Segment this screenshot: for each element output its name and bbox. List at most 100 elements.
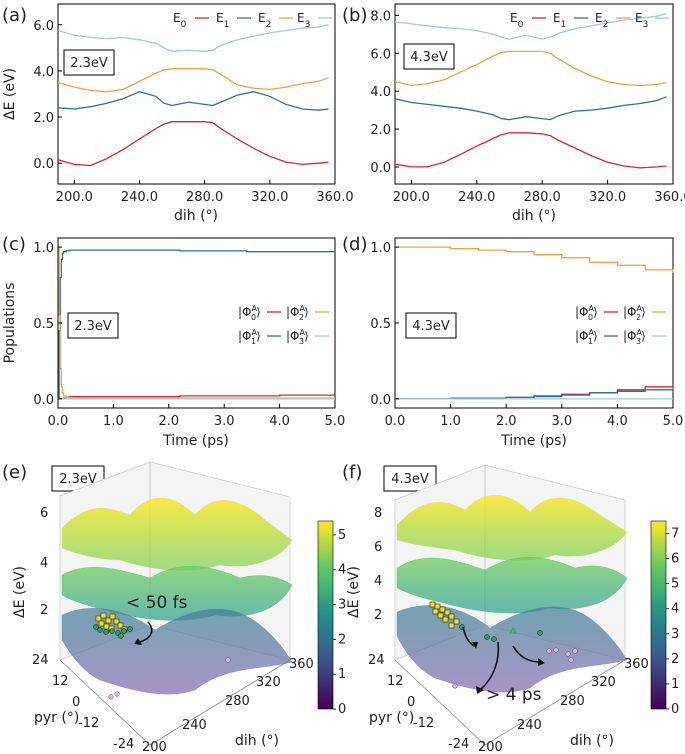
panel-e-pyrtick-24: 24 [32, 653, 49, 668]
panel-b-xtick-2: 280.0 [524, 190, 561, 205]
legend-E1-b: E1 [553, 11, 566, 30]
panel-f-annotation: > 4 ps [486, 685, 542, 705]
panel-f-energy-box [383, 465, 437, 492]
panel-e-ztick-4: 4 [40, 556, 48, 571]
panel-b-xtick-3: 320.0 [589, 190, 626, 205]
phi-legend-c-0: |ΦA 0⟩ [238, 304, 261, 322]
panel-c-xtick-3: 3.0 [214, 414, 235, 429]
panel-c-xtick-5: 5.0 [325, 414, 346, 429]
panel-a-series-2 [57, 67, 329, 93]
panel-label-d: (d) [342, 234, 367, 255]
panel-c-energy-box [67, 312, 119, 339]
legend-E2-a: E2 [258, 11, 271, 30]
panel-e-surface-top [61, 497, 293, 571]
panel-f-ztick-8: 8 [374, 506, 382, 521]
panel-f-dihtick-240: 240 [517, 718, 542, 733]
panel-c-ytick-0: 0.0 [33, 393, 54, 408]
panel-f-cbtick-4: 4 [671, 602, 679, 617]
panel-d-series-1 [395, 388, 674, 400]
panel-f-surface-top [396, 495, 628, 561]
panel-c-xtick-2: 2.0 [158, 414, 179, 429]
panel-c-ytick-1: 0.5 [33, 317, 54, 332]
panel-d-legend: |ΦA 0⟩ |ΦA 2⟩ |ΦA 1⟩ |ΦA 3⟩ [575, 304, 666, 346]
panel-b-ytick-3: 6.0 [370, 47, 391, 62]
panel-f-ztick-4: 4 [374, 574, 382, 589]
legend-E3-a: E3 [297, 11, 310, 30]
panel-e-cbtick-4: 4 [338, 563, 346, 578]
panel-e-cbtick-3: 3 [338, 598, 346, 613]
panel-label-f: (f) [342, 462, 362, 483]
panel-d-xlabel: Time (ps) [500, 433, 567, 449]
panel-d-xtick-1: 1.0 [440, 414, 461, 429]
panel-f-pyrtick-12: 12 [387, 674, 404, 689]
panel-c-legend: |ΦA 0⟩ |ΦA 2⟩ |ΦA 1⟩ |ΦA 3⟩ [238, 304, 329, 346]
panel-f-ztick-2: 2 [374, 608, 382, 623]
panel-f-dih-label: dih (°) [570, 733, 614, 749]
panel-c-xtick-0: 0.0 [48, 414, 69, 429]
panel-e-pyrtick-m24: -24 [113, 737, 134, 752]
panel-f-surface-middle [396, 557, 628, 614]
panel-f-cbtick-7: 7 [671, 527, 679, 542]
panel-f-markers [429, 601, 578, 689]
panel-b-ytick-1: 2.0 [370, 123, 391, 138]
panel-e-annotation: < 50 fs [126, 593, 188, 613]
panel-a-ylabel: ΔE (eV) [2, 68, 18, 120]
panel-e-arrow [139, 621, 153, 643]
panel-a-xtick-4: 360.0 [316, 190, 353, 205]
panel-c-box-label: 2.3eV [74, 319, 112, 334]
phi-legend-c-3: |ΦA 3⟩ [286, 328, 309, 346]
panel-b-ytick-4: 8.0 [370, 9, 391, 24]
panel-label-c: (c) [2, 234, 26, 255]
panel-c-xtick-4: 4.0 [269, 414, 290, 429]
panel-c-ytick-2: 1.0 [33, 241, 54, 256]
panel-f-cbtick-5: 5 [671, 577, 679, 592]
panel-d-ytick-0: 0.0 [370, 393, 391, 408]
panel-label-b: (b) [342, 5, 367, 26]
phi-legend-d-2: |ΦA 2⟩ [623, 304, 646, 322]
legend-E2-b: E2 [595, 11, 608, 30]
panel-f-cbtick-2: 2 [671, 652, 679, 667]
panel-e-surface-bottom [61, 608, 293, 695]
panel-e-dihtick-240: 240 [182, 718, 207, 733]
panel-b-ytick-0: 0.0 [370, 161, 391, 176]
panel-f-pyrtick-m12: -12 [413, 716, 434, 731]
panel-d-xtick-4: 4.0 [607, 414, 628, 429]
panel-c-xlabel: Time (ps) [162, 433, 229, 449]
panel-f-cbtick-3: 3 [671, 627, 679, 642]
panel-d-energy-box [405, 312, 457, 339]
panel-b-energy-box [403, 43, 455, 70]
panel-c-populations: 0.0 1.0 2.0 3.0 4.0 5.00.00.51.0 Populations … [2, 237, 346, 449]
panel-e-ztick-6: 6 [40, 506, 48, 521]
panel-c-series-1 [58, 249, 335, 400]
panel-f-pyrtick-24: 24 [368, 653, 385, 668]
panel-a-ytick-1: 2.0 [33, 111, 54, 126]
panel-b-series-3 [394, 12, 667, 40]
panel-e-dihtick-360: 360 [289, 657, 314, 672]
panel-f-box-label: 4.3eV [391, 472, 429, 487]
panel-e-dihtick-320: 320 [256, 675, 281, 690]
legend-E3-b: E3 [635, 11, 648, 30]
panel-f-dihtick-320: 320 [591, 675, 616, 690]
panel-f-cbtick-6: 6 [671, 552, 679, 567]
panel-e-3d-surface: 2.3eV [12, 461, 346, 754]
panel-a-ytick-2: 4.0 [33, 65, 54, 80]
panel-e-box-label: 2.3eV [59, 472, 97, 487]
phi-legend-c-1: |ΦA 1⟩ [238, 328, 261, 346]
panel-b-xlabel: dih (°) [512, 208, 556, 224]
panel-a-ytick-0: 0.0 [33, 157, 54, 172]
panel-f-arrow-3 [512, 645, 541, 663]
panel-b-series-1 [394, 96, 667, 121]
panel-f-cbtick-1: 1 [671, 677, 679, 692]
panel-b-legend: E0 E1 E2 E3 [510, 11, 669, 30]
phi-legend-d-0: |ΦA 0⟩ [575, 304, 598, 322]
panel-a-xtick-1: 240.0 [121, 190, 158, 205]
panel-f-3d-surface: 4.3eV [346, 464, 679, 754]
panel-b-series-2 [394, 50, 667, 87]
panel-a-series-3 [57, 24, 329, 52]
panel-e-cbtick-0: 0 [338, 702, 346, 717]
panel-e-dih-label: dih (°) [235, 733, 279, 749]
panel-f-dihtick-200: 200 [478, 740, 503, 754]
panel-c-series-2 [58, 246, 335, 399]
panel-f-dihtick-360: 360 [624, 657, 649, 672]
panel-f-surface-bottom [396, 605, 628, 693]
